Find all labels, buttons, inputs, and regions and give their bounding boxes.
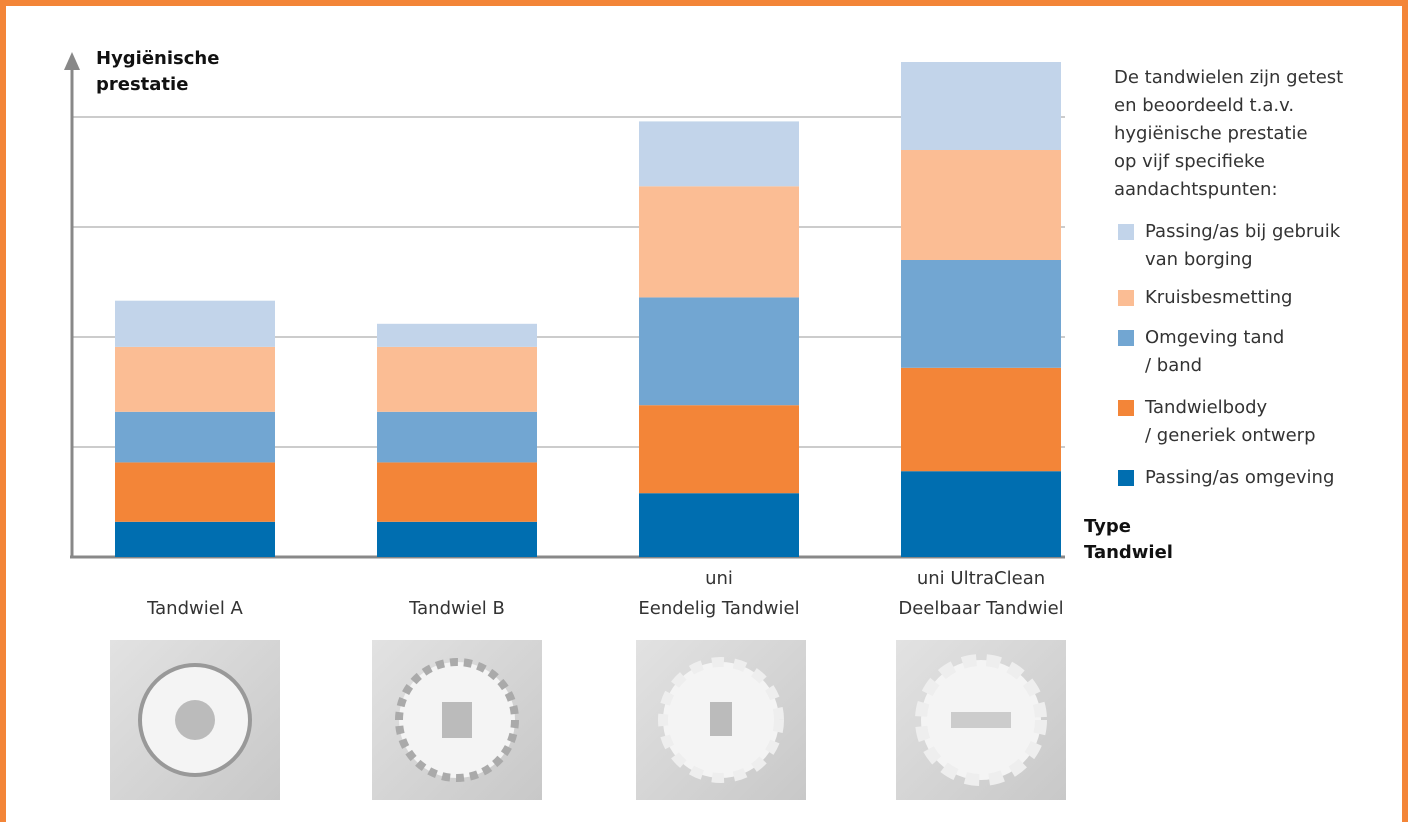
bar-segment	[115, 462, 275, 522]
bar-segment	[115, 346, 275, 412]
bar-segment	[115, 521, 275, 557]
bar-segment	[901, 260, 1061, 368]
bar-segment	[901, 150, 1061, 260]
gear-image	[110, 640, 280, 800]
bar-segment	[377, 411, 537, 463]
legend-label: Kruisbesmetting	[1145, 287, 1293, 308]
bar-segment	[377, 462, 537, 522]
legend-swatch	[1118, 224, 1134, 240]
gear-icon	[915, 654, 1047, 786]
bar-segment	[377, 323, 537, 347]
x-axis-label: Type Tandwiel	[1084, 516, 1173, 563]
legend-label: Omgeving tand / band	[1145, 327, 1285, 376]
legend-swatch	[1118, 400, 1134, 416]
bar-segment	[901, 367, 1061, 472]
bar-segment	[115, 411, 275, 463]
bar-segment	[377, 521, 537, 557]
legend-label: Passing/as bij gebruik van borging	[1145, 221, 1341, 270]
legend-swatch	[1118, 470, 1134, 486]
x-tick-label: Tandwiel A	[147, 598, 243, 619]
bar-segment	[901, 62, 1061, 150]
description: De tandwielen zijn getest en beoordeeld …	[1114, 67, 1344, 200]
y-axis-label: Hygiënische prestatie	[96, 48, 220, 95]
gear-icon	[658, 657, 784, 783]
gear-icon	[395, 658, 519, 782]
x-tick-label: uni UltraClean Deelbaar Tandwiel	[898, 568, 1064, 619]
gear-image	[896, 640, 1066, 800]
legend-label: Tandwielbody / generiek ontwerp	[1145, 397, 1316, 446]
bar-segment	[639, 186, 799, 298]
legend-swatch	[1118, 330, 1134, 346]
x-tick-label: uni Eendelig Tandwiel	[638, 568, 800, 619]
bar-segment	[639, 405, 799, 494]
legend-label: Passing/as omgeving	[1145, 467, 1335, 488]
bar-segment	[377, 346, 537, 412]
gear-icon	[138, 663, 252, 777]
bar-segment	[115, 300, 275, 347]
x-tick-label: Tandwiel B	[409, 598, 505, 619]
bar-segment	[639, 493, 799, 557]
bar-segment	[901, 471, 1061, 557]
bar-segment	[639, 121, 799, 187]
bar-segment	[639, 297, 799, 406]
gear-image	[636, 640, 806, 800]
gear-image	[372, 640, 542, 800]
y-axis-arrow	[64, 52, 80, 70]
legend-swatch	[1118, 290, 1134, 306]
